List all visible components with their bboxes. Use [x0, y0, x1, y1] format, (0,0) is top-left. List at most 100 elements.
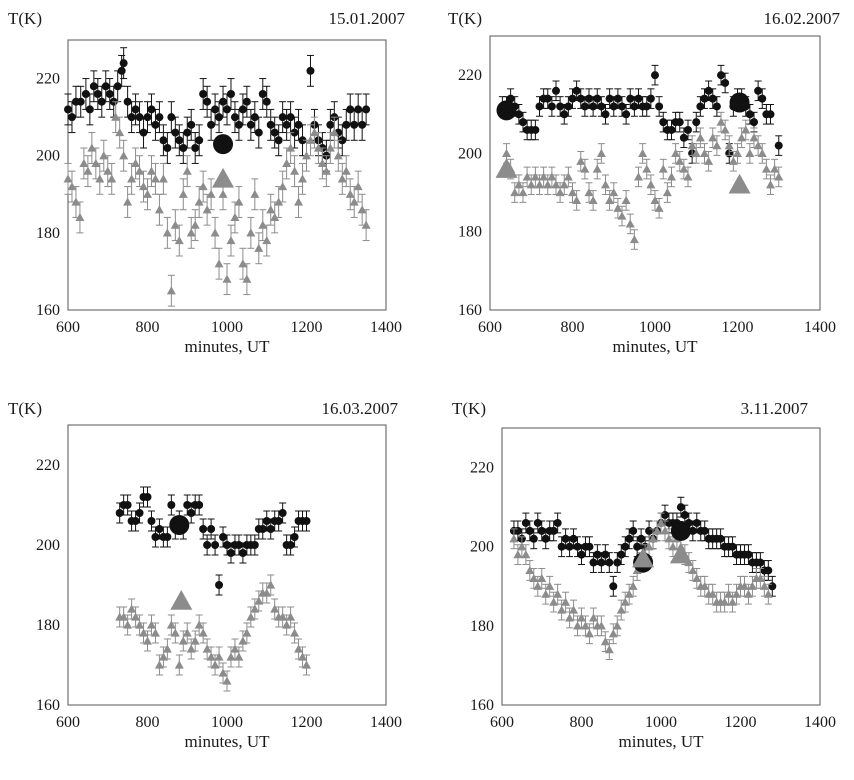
data-point — [282, 120, 291, 129]
x-tick-label: 1200 — [722, 319, 754, 336]
data-point — [695, 133, 705, 142]
series-triangle-large — [170, 590, 193, 610]
data-point — [166, 286, 176, 295]
y-tick-label: 220 — [36, 71, 60, 88]
data-point — [656, 518, 666, 527]
data-point — [763, 589, 773, 598]
chart-title: 3.11.2007 — [741, 399, 809, 418]
data-point — [270, 128, 279, 137]
y-tick-label: 180 — [470, 618, 494, 635]
data-point — [155, 525, 164, 533]
data-point — [584, 188, 594, 197]
data-point — [278, 182, 288, 191]
data-point — [179, 144, 188, 152]
data-point — [549, 526, 558, 535]
data-point — [238, 549, 247, 557]
x-tick-label: 1000 — [211, 319, 243, 336]
data-point — [83, 166, 93, 175]
data-point — [139, 628, 149, 637]
mean-point — [170, 590, 193, 610]
data-point — [662, 188, 672, 197]
data-point — [589, 558, 598, 567]
data-point — [302, 517, 311, 525]
data-point — [354, 105, 363, 114]
series-circle — [498, 64, 783, 164]
x-tick-label: 1200 — [725, 714, 757, 731]
data-point — [660, 526, 670, 535]
data-point — [774, 141, 783, 150]
chart-title: 15.01.2007 — [329, 9, 406, 28]
data-point — [629, 526, 638, 535]
data-point — [553, 518, 562, 527]
data-point — [764, 566, 773, 575]
data-point — [202, 644, 212, 653]
data-point — [655, 102, 664, 111]
y-tick-label: 160 — [458, 302, 482, 319]
data-point — [135, 166, 145, 175]
y-axis-label: T(K) — [452, 399, 486, 418]
data-point — [119, 151, 129, 160]
x-tick-label: 800 — [136, 714, 160, 731]
data-point — [572, 86, 581, 95]
data-point — [170, 628, 180, 637]
data-point — [143, 636, 152, 645]
data-point — [617, 550, 626, 559]
y-axis-label: T(K) — [8, 399, 42, 418]
data-point — [139, 128, 148, 137]
y-tick-label: 180 — [458, 224, 482, 241]
data-point — [750, 118, 758, 127]
data-point — [679, 164, 689, 173]
data-point — [700, 148, 709, 158]
data-point — [190, 636, 200, 645]
data-point — [174, 236, 184, 245]
data-point — [167, 113, 176, 122]
data-point — [502, 148, 511, 158]
data-point — [222, 676, 232, 685]
data-point — [250, 113, 259, 122]
data-point — [95, 174, 105, 183]
data-point — [262, 236, 272, 245]
data-point — [167, 501, 176, 509]
data-point — [696, 102, 705, 111]
series-triangle-large — [495, 158, 751, 194]
data-point — [704, 156, 714, 165]
data-point — [187, 509, 196, 517]
data-point — [127, 174, 137, 183]
data-point — [759, 581, 769, 590]
data-point — [135, 113, 144, 122]
data-point — [338, 136, 347, 145]
data-point — [577, 550, 586, 559]
data-point — [535, 102, 544, 111]
data-point — [592, 164, 602, 173]
x-tick-label: 1200 — [291, 714, 323, 731]
y-tick-label: 180 — [36, 225, 60, 242]
panel-3-11-2007: 160 180 200 220 600 800 1000 1200 1400 T(K) minute… — [452, 399, 836, 751]
data-point — [123, 501, 132, 509]
data-point — [85, 105, 94, 114]
data-point — [597, 558, 606, 567]
x-tick-label: 1000 — [639, 319, 671, 336]
data-point — [234, 541, 243, 549]
x-tick-label: 600 — [56, 714, 80, 731]
data-point — [650, 195, 660, 204]
data-point — [115, 128, 125, 137]
data-point — [601, 110, 610, 119]
data-point — [191, 144, 200, 152]
data-point — [313, 143, 323, 152]
data-point — [518, 188, 528, 197]
data-point — [286, 541, 295, 549]
data-point — [154, 205, 164, 214]
data-point — [298, 652, 308, 661]
data-point — [286, 143, 296, 152]
data-point — [687, 141, 697, 150]
data-point — [234, 652, 244, 661]
data-point — [745, 110, 754, 119]
data-point — [568, 188, 577, 197]
data-point — [64, 105, 72, 114]
data-point — [749, 133, 759, 142]
data-point — [551, 180, 561, 189]
data-point — [326, 120, 335, 129]
data-point — [321, 166, 331, 175]
data-point — [646, 180, 656, 189]
